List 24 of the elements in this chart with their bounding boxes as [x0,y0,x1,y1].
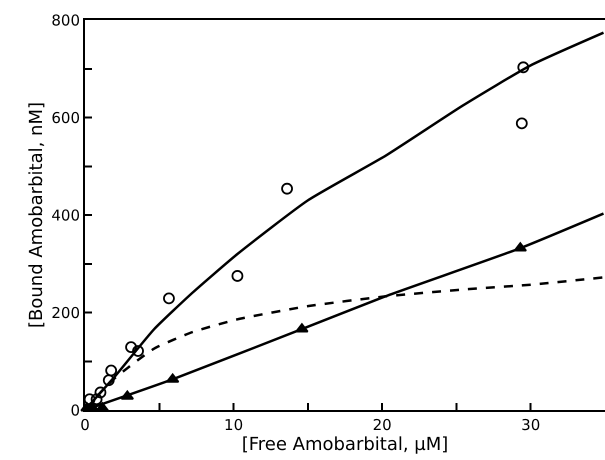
point [125,341,137,354]
y-tick-label: 400 [51,206,80,224]
point [132,345,144,357]
point [232,270,244,282]
y-tick-label: 200 [51,304,80,322]
y-tick-label: 0 [70,401,80,420]
point [120,390,134,400]
y-tick-label: 600 [51,108,80,127]
point [163,292,175,304]
point [105,364,118,376]
point [166,373,180,383]
point [516,117,528,130]
point [281,182,293,195]
y-tick-label: 800 [51,11,80,30]
point [90,393,102,406]
point [94,386,106,398]
point [102,374,115,386]
x-tick-label: 20 [372,416,392,434]
point [517,61,530,74]
point [514,242,527,252]
x-axis-title: [Free Amobarbital, μM] [242,434,448,455]
x-tick-label: 30 [521,416,540,434]
x-tick-label: 10 [224,416,244,434]
y-axis-title: [Bound Amobarbital, nM] [26,102,48,328]
